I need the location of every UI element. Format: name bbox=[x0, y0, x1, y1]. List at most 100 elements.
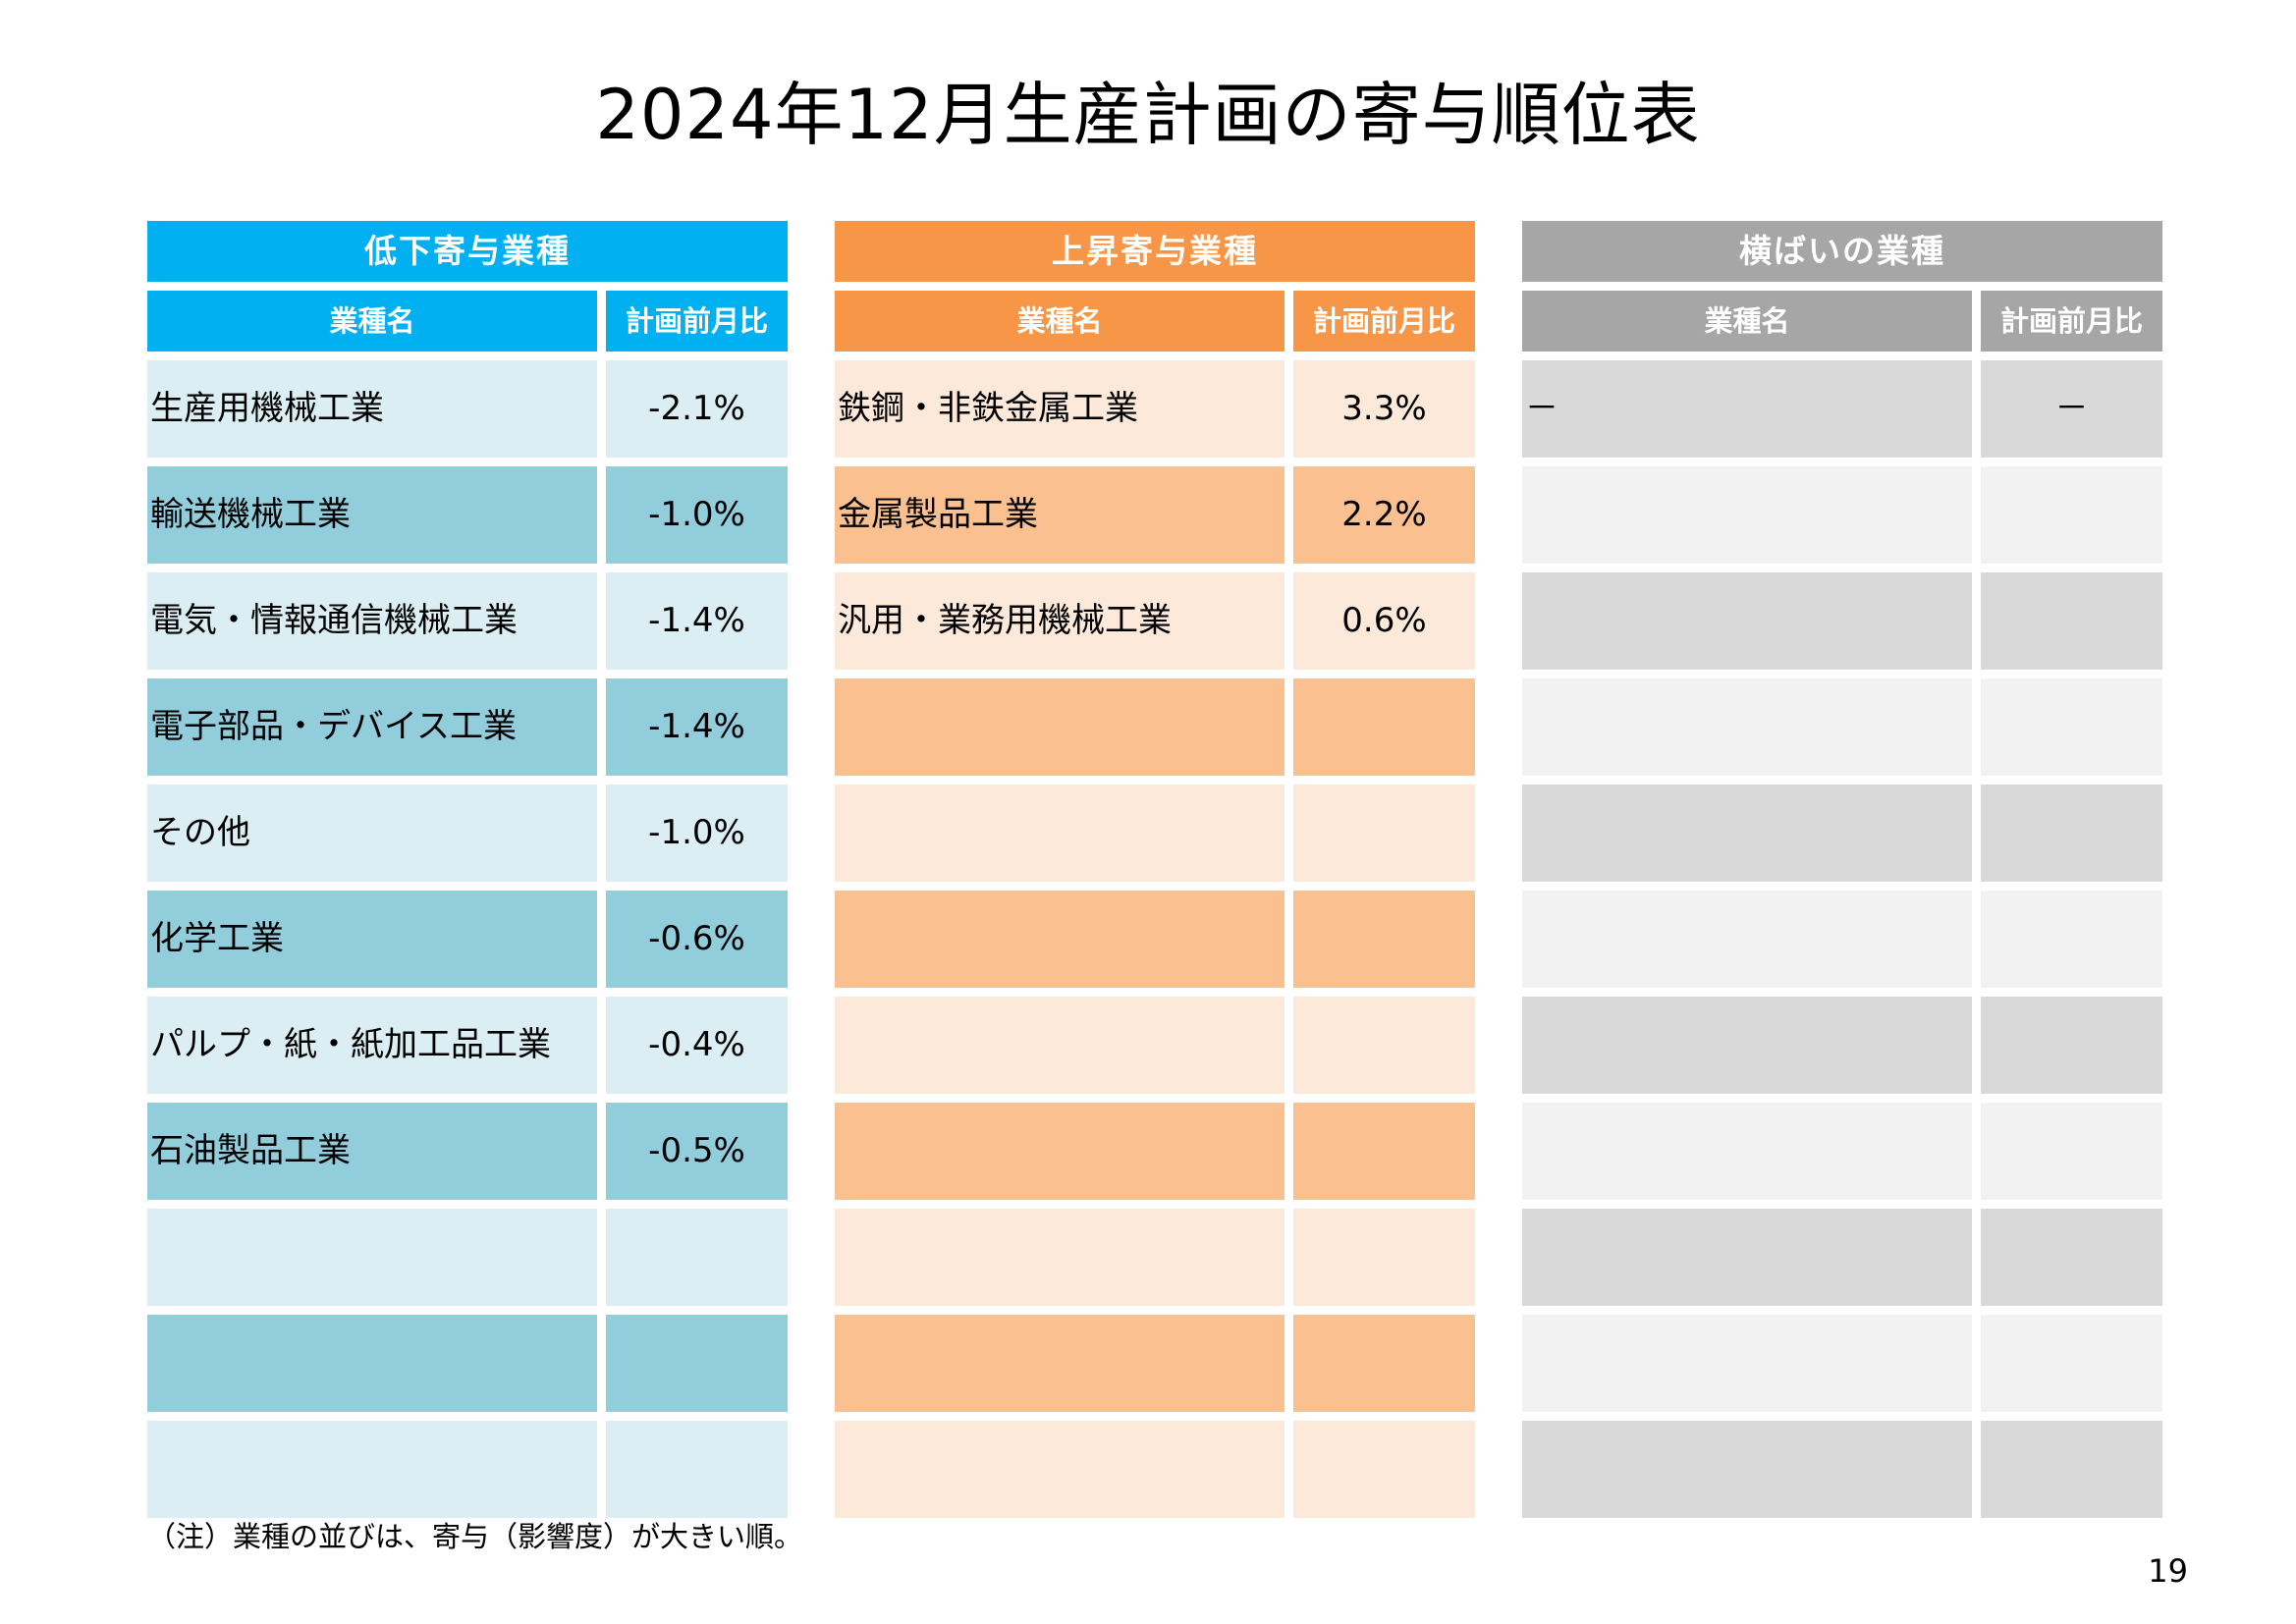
flat-rows: －－ bbox=[1522, 360, 2162, 1518]
mom-ratio-cell bbox=[1981, 1421, 2162, 1518]
page-title: 2024年12月生産計画の寄与順位表 bbox=[595, 75, 1701, 155]
mom-ratio-cell: -1.0% bbox=[606, 466, 788, 564]
table-row: 汎用・業務用機械工業 0.6% bbox=[835, 572, 1475, 670]
mom-ratio-cell bbox=[1981, 466, 2162, 564]
table-row bbox=[1522, 891, 2162, 988]
mom-ratio-cell: 2.2% bbox=[1293, 466, 1475, 564]
mom-ratio-cell: -1.4% bbox=[606, 678, 788, 776]
decline-col-mom-ratio: 計画前月比 bbox=[606, 291, 788, 352]
industry-name-cell bbox=[1522, 1103, 1972, 1200]
mom-ratio-cell bbox=[1981, 1103, 2162, 1200]
mom-ratio-cell bbox=[1293, 1103, 1475, 1200]
mom-ratio-cell: -2.1% bbox=[606, 360, 788, 458]
table-row bbox=[1522, 1421, 2162, 1518]
increase-table: 上昇寄与業種 業種名 計画前月比 鉄鋼・非鉄金属工業 3.3% 金属製品工業 2.2… bbox=[835, 221, 1475, 1527]
mom-ratio-cell bbox=[1981, 997, 2162, 1094]
table-row bbox=[1522, 1103, 2162, 1200]
industry-name-cell bbox=[147, 1421, 597, 1518]
industry-name-cell bbox=[835, 891, 1285, 988]
table-row bbox=[835, 891, 1475, 988]
table-row bbox=[835, 1421, 1475, 1518]
industry-name-cell: － bbox=[1522, 360, 1972, 458]
industry-name-cell bbox=[835, 678, 1285, 776]
industry-name-cell bbox=[835, 997, 1285, 1094]
table-row bbox=[1522, 997, 2162, 1094]
flat-col-industry-name: 業種名 bbox=[1522, 291, 1972, 352]
flat-column-headers: 業種名 計画前月比 bbox=[1522, 291, 2162, 352]
mom-ratio-cell: -0.4% bbox=[606, 997, 788, 1094]
industry-name-cell: 鉄鋼・非鉄金属工業 bbox=[835, 360, 1285, 458]
industry-name-cell bbox=[1522, 572, 1972, 670]
mom-ratio-cell bbox=[1293, 997, 1475, 1094]
table-row bbox=[1522, 572, 2162, 670]
mom-ratio-cell bbox=[1293, 678, 1475, 776]
mom-ratio-cell bbox=[1293, 1421, 1475, 1518]
industry-name-cell bbox=[1522, 891, 1972, 988]
table-row bbox=[147, 1421, 788, 1518]
increase-rows: 鉄鋼・非鉄金属工業 3.3% 金属製品工業 2.2% 汎用・業務用機械工業 0.6% bbox=[835, 360, 1475, 1518]
industry-name-cell: 電気・情報通信機械工業 bbox=[147, 572, 597, 670]
industry-name-cell: 金属製品工業 bbox=[835, 466, 1285, 564]
decline-col-industry-name: 業種名 bbox=[147, 291, 597, 352]
table-row bbox=[1522, 1209, 2162, 1306]
mom-ratio-cell bbox=[1293, 785, 1475, 882]
industry-name-cell bbox=[147, 1315, 597, 1412]
mom-ratio-cell: 0.6% bbox=[1293, 572, 1475, 670]
table-row: その他 -1.0% bbox=[147, 785, 788, 882]
table-row bbox=[835, 1103, 1475, 1200]
decline-table: 低下寄与業種 業種名 計画前月比 生産用機械工業 -2.1% 輸送機械工業 -1.0… bbox=[147, 221, 788, 1527]
increase-col-industry-name: 業種名 bbox=[835, 291, 1285, 352]
table-row: パルプ・紙・紙加工品工業 -0.4% bbox=[147, 997, 788, 1094]
industry-name-cell bbox=[835, 1209, 1285, 1306]
mom-ratio-cell: -1.4% bbox=[606, 572, 788, 670]
mom-ratio-cell bbox=[1293, 891, 1475, 988]
table-row: 鉄鋼・非鉄金属工業 3.3% bbox=[835, 360, 1475, 458]
table-row: 電子部品・デバイス工業 -1.4% bbox=[147, 678, 788, 776]
industry-name-cell bbox=[1522, 1421, 1972, 1518]
mom-ratio-cell bbox=[1981, 891, 2162, 988]
flat-col-mom-ratio: 計画前月比 bbox=[1981, 291, 2162, 352]
table-row: 電気・情報通信機械工業 -1.4% bbox=[147, 572, 788, 670]
table-row: 輸送機械工業 -1.0% bbox=[147, 466, 788, 564]
industry-name-cell: パルプ・紙・紙加工品工業 bbox=[147, 997, 597, 1094]
mom-ratio-cell: -0.5% bbox=[606, 1103, 788, 1200]
mom-ratio-cell bbox=[1981, 572, 2162, 670]
industry-name-cell: その他 bbox=[147, 785, 597, 882]
table-row bbox=[147, 1209, 788, 1306]
mom-ratio-cell: 3.3% bbox=[1293, 360, 1475, 458]
increase-column-headers: 業種名 計画前月比 bbox=[835, 291, 1475, 352]
mom-ratio-cell bbox=[1981, 785, 2162, 882]
table-row: 石油製品工業 -0.5% bbox=[147, 1103, 788, 1200]
mom-ratio-cell bbox=[1293, 1315, 1475, 1412]
table-row bbox=[835, 1209, 1475, 1306]
industry-name-cell: 輸送機械工業 bbox=[147, 466, 597, 564]
mom-ratio-cell bbox=[1981, 678, 2162, 776]
industry-name-cell: 電子部品・デバイス工業 bbox=[147, 678, 597, 776]
table-row bbox=[1522, 785, 2162, 882]
table-row bbox=[1522, 678, 2162, 776]
mom-ratio-cell: -0.6% bbox=[606, 891, 788, 988]
mom-ratio-cell bbox=[1981, 1315, 2162, 1412]
industry-name-cell bbox=[1522, 678, 1972, 776]
table-row bbox=[835, 1315, 1475, 1412]
industry-name-cell bbox=[1522, 997, 1972, 1094]
industry-name-cell bbox=[1522, 1315, 1972, 1412]
industry-name-cell bbox=[1522, 1209, 1972, 1306]
mom-ratio-cell bbox=[606, 1421, 788, 1518]
industry-name-cell bbox=[1522, 466, 1972, 564]
industry-name-cell bbox=[835, 1421, 1285, 1518]
increase-col-mom-ratio: 計画前月比 bbox=[1293, 291, 1475, 352]
table-row: －－ bbox=[1522, 360, 2162, 458]
industry-name-cell: 汎用・業務用機械工業 bbox=[835, 572, 1285, 670]
page-number: 19 bbox=[2148, 1552, 2188, 1590]
table-row: 化学工業 -0.6% bbox=[147, 891, 788, 988]
flat-table-header: 横ばいの業種 bbox=[1522, 221, 2162, 282]
increase-table-header: 上昇寄与業種 bbox=[835, 221, 1475, 282]
industry-name-cell bbox=[1522, 785, 1972, 882]
mom-ratio-cell bbox=[1293, 1209, 1475, 1306]
industry-name-cell: 化学工業 bbox=[147, 891, 597, 988]
table-row bbox=[147, 1315, 788, 1412]
table-row: 生産用機械工業 -2.1% bbox=[147, 360, 788, 458]
industry-name-cell bbox=[147, 1209, 597, 1306]
footnote: （注）業種の並びは、寄与（影響度）が大きい順。 bbox=[147, 1520, 803, 1553]
